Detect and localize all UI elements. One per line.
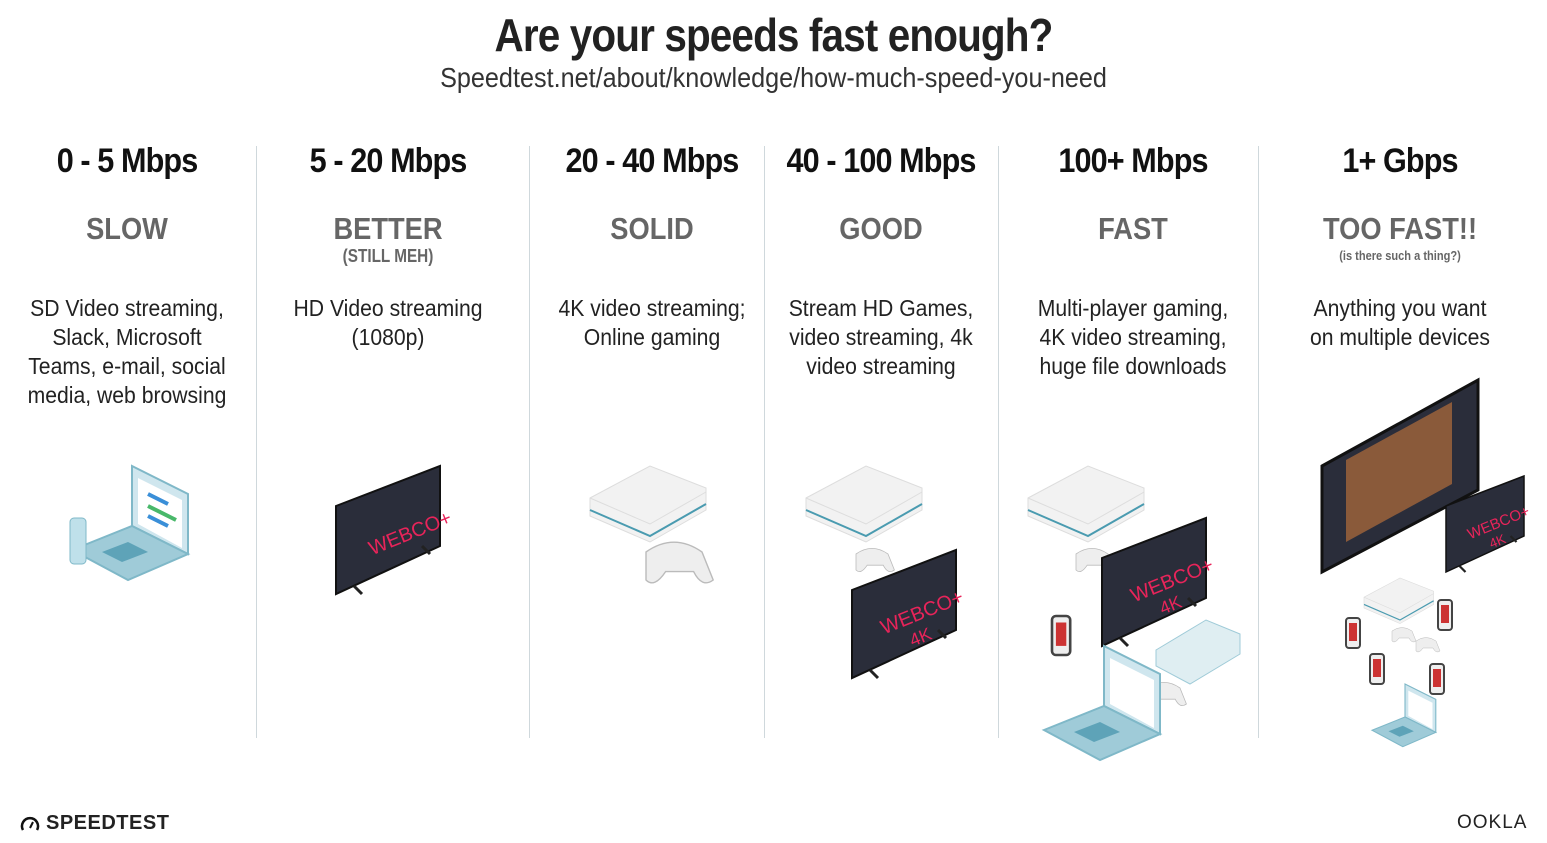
tier-use-line: Anything you want — [1313, 295, 1487, 321]
phone-icon — [1437, 599, 1453, 631]
tier-column: 5 - 20 Mbps BETTER (STILL MEH) HD Video st… — [258, 140, 518, 350]
phone-icon — [1369, 653, 1385, 685]
phone-icon — [1429, 663, 1445, 695]
tier-use-line: media, web browsing — [27, 382, 227, 408]
tier-uses: Stream HD Games, video streaming, 4k video… — [775, 294, 987, 381]
tier-rating: SOLID — [610, 211, 694, 246]
tier-use-line: Stream HD Games, — [788, 295, 974, 321]
tier-column: 1+ Gbps TOO FAST!! (is there such a thing… — [1265, 140, 1535, 350]
column-divider — [1258, 146, 1259, 738]
phone-icon — [1050, 614, 1072, 657]
gamepad-icon — [645, 541, 714, 584]
tier-use-line: video streaming, 4k — [789, 324, 973, 350]
gamepad-icon — [1415, 637, 1441, 653]
laptop-icon — [1371, 683, 1437, 748]
large-tv-icon — [1320, 377, 1480, 575]
laptop-icon — [1043, 645, 1161, 761]
speedometer-icon — [20, 816, 40, 831]
tv-icon: WEBCO+ — [334, 464, 455, 596]
page-title: Are your speeds fast enough? — [494, 9, 1054, 61]
tier-speed: 100+ Mbps — [1058, 142, 1208, 180]
tier-use-line: HD Video streaming — [293, 295, 483, 321]
tier-rating: FAST — [1098, 211, 1168, 246]
column-divider — [529, 146, 530, 738]
tier-use-line: (1080p) — [351, 324, 425, 350]
tier-speed: 5 - 20 Mbps — [309, 142, 468, 180]
gamepad-icon — [855, 548, 895, 572]
game-console-icon — [1027, 465, 1145, 543]
tier-column: 40 - 100 Mbps GOOD Stream HD Games, video … — [766, 140, 996, 379]
tier-speed: 20 - 40 Mbps — [565, 142, 740, 180]
tier-column: 0 - 5 Mbps SLOW SD Video streaming, Slack,… — [7, 140, 247, 408]
console-icon — [1155, 619, 1241, 685]
tier-note: (STILL MEH) — [342, 246, 434, 266]
tier-speed: 0 - 5 Mbps — [56, 142, 199, 180]
tier-use-line: Teams, e-mail, social — [28, 353, 226, 379]
speedtest-logo: SPEEDTEST — [20, 812, 169, 835]
tv-4k-icon: WEBCO+ 4K — [1100, 516, 1217, 648]
tier-rating: BETTER — [333, 211, 443, 246]
game-console-icon — [805, 465, 923, 543]
phone-icon — [69, 517, 87, 565]
tier-speed: 40 - 100 Mbps — [786, 142, 977, 180]
tier-use-line: Slack, Microsoft — [52, 324, 202, 350]
tier-column: 20 - 40 Mbps SOLID 4K video streaming; Onl… — [537, 140, 767, 350]
column-divider — [764, 146, 765, 738]
tv-4k-icon: WEBCO+ 4K — [850, 548, 967, 680]
tier-rating: SLOW — [86, 211, 168, 246]
tier-use-line: video streaming — [806, 353, 956, 379]
tier-rating: TOO FAST!! — [1322, 211, 1478, 246]
tier-use-line: Multi-player gaming, — [1037, 295, 1229, 321]
tier-column: 100+ Mbps FAST Multi-player gaming, 4K vid… — [1008, 140, 1258, 379]
tier-speed: 1+ Gbps — [1342, 142, 1458, 180]
game-console-icon — [589, 465, 707, 543]
svg-text:4K: 4K — [1487, 531, 1508, 551]
tier-use-line: Online gaming — [583, 324, 721, 350]
tier-uses: Anything you want on multiple devices — [1276, 294, 1524, 352]
tier-use-line: SD Video streaming, — [30, 295, 224, 321]
tier-uses: HD Video streaming (1080p) — [268, 294, 507, 352]
column-divider — [998, 146, 999, 738]
tv-4k-icon: WEBCO+ 4K — [1444, 474, 1532, 574]
tier-uses: Multi-player gaming, 4K video streaming, h… — [1018, 294, 1248, 381]
speedtest-logo-text: SPEEDTEST — [46, 812, 170, 834]
tier-note: (is there such a thing?) — [1339, 248, 1461, 263]
column-divider — [256, 146, 257, 738]
laptop-icon — [71, 465, 189, 581]
page-subtitle: Speedtest.net/about/knowledge/how-much-s… — [440, 62, 1107, 93]
tier-uses: 4K video streaming; Online gaming — [546, 294, 758, 352]
tier-use-line: huge file downloads — [1039, 353, 1227, 379]
tier-use-line: 4K video streaming; — [558, 295, 746, 321]
tier-use-line: on multiple devices — [1310, 324, 1490, 350]
tier-rating: GOOD — [839, 211, 923, 246]
tier-uses: SD Video streaming, Slack, Microsoft Teams… — [17, 294, 238, 410]
game-console-icon — [1363, 577, 1435, 625]
phone-icon — [1345, 617, 1361, 649]
ookla-logo: OOKLA — [1457, 812, 1528, 833]
tier-use-line: 4K video streaming, — [1039, 324, 1227, 350]
gamepad-icon — [1391, 627, 1417, 643]
